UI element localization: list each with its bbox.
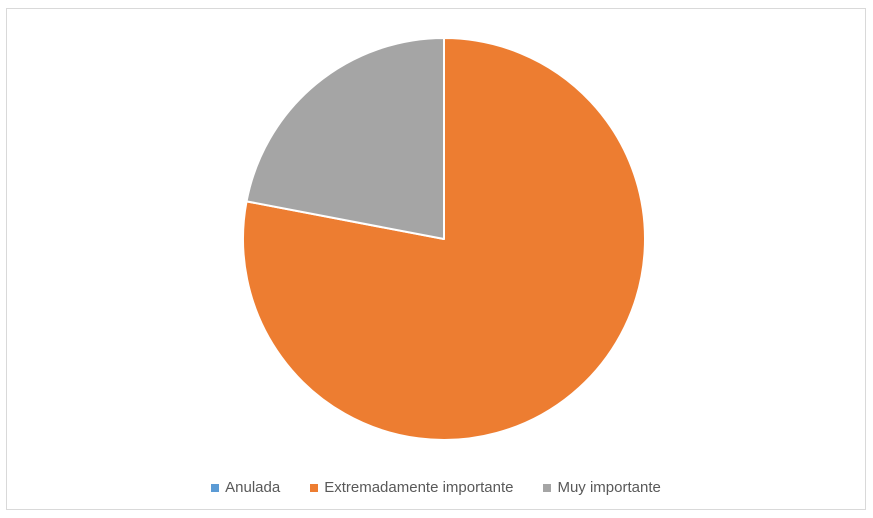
legend-label: Muy importante <box>557 479 661 496</box>
legend-label: Extremadamente importante <box>324 479 514 496</box>
chart-frame: Anulada Extremadamente importante Muy impo… <box>6 8 866 510</box>
legend-swatch <box>310 483 319 492</box>
legend-item-extremadamente-importante: Extremadamente importante <box>310 479 513 496</box>
legend-label: Anulada <box>225 479 281 496</box>
pie-slice-muy-importante <box>245 37 445 240</box>
legend-item-anulada: Anulada <box>211 479 280 496</box>
legend: Anulada Extremadamente importante Muy impo… <box>7 479 865 496</box>
legend-item-muy-importante: Muy importante <box>543 479 661 496</box>
legend-swatch <box>543 483 552 492</box>
legend-swatch <box>211 483 220 492</box>
pie-chart <box>242 37 646 441</box>
